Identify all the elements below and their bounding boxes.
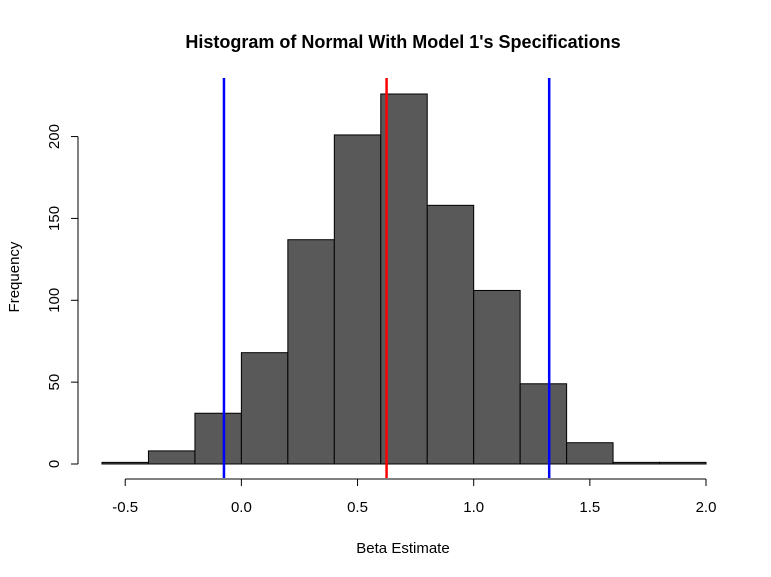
histogram-bar [240, 352, 289, 465]
histogram-bar [612, 461, 661, 465]
histogram-bar [287, 239, 335, 465]
x-axis: -0.5 0.0 0.5 1.0 1.5 2.0 [112, 478, 717, 516]
y-tick-label: 100 [46, 288, 63, 313]
reference-lines [222, 78, 551, 478]
histogram-bar [194, 412, 242, 465]
histogram-bar [147, 450, 196, 465]
y-axis-label: Frequency [6, 241, 23, 312]
y-axis: 0 50 100 150 200 [46, 124, 79, 468]
histogram-bar [566, 442, 614, 465]
histogram-bar [426, 204, 475, 465]
x-tick-label: 1.5 [579, 499, 600, 516]
histogram-bar [519, 383, 568, 465]
chart-title: Histogram of Normal With Model 1's Speci… [185, 32, 620, 52]
histogram-bars [101, 93, 707, 465]
histogram-bar [659, 461, 707, 465]
y-tick-label: 0 [46, 460, 63, 468]
x-axis-label: Beta Estimate [356, 540, 449, 557]
y-tick-label: 50 [46, 374, 63, 391]
y-tick-label: 200 [46, 124, 63, 149]
x-tick-label: -0.5 [112, 499, 138, 516]
histogram-bar [473, 289, 521, 465]
histogram-bar [333, 134, 382, 465]
x-tick-label: 1.0 [463, 499, 484, 516]
histogram-bar [101, 461, 149, 465]
x-tick-label: 0.5 [347, 499, 368, 516]
x-tick-label: 0.0 [231, 499, 252, 516]
histogram-bar [380, 93, 428, 465]
y-tick-label: 150 [46, 206, 63, 231]
x-tick-label: 2.0 [696, 499, 717, 516]
